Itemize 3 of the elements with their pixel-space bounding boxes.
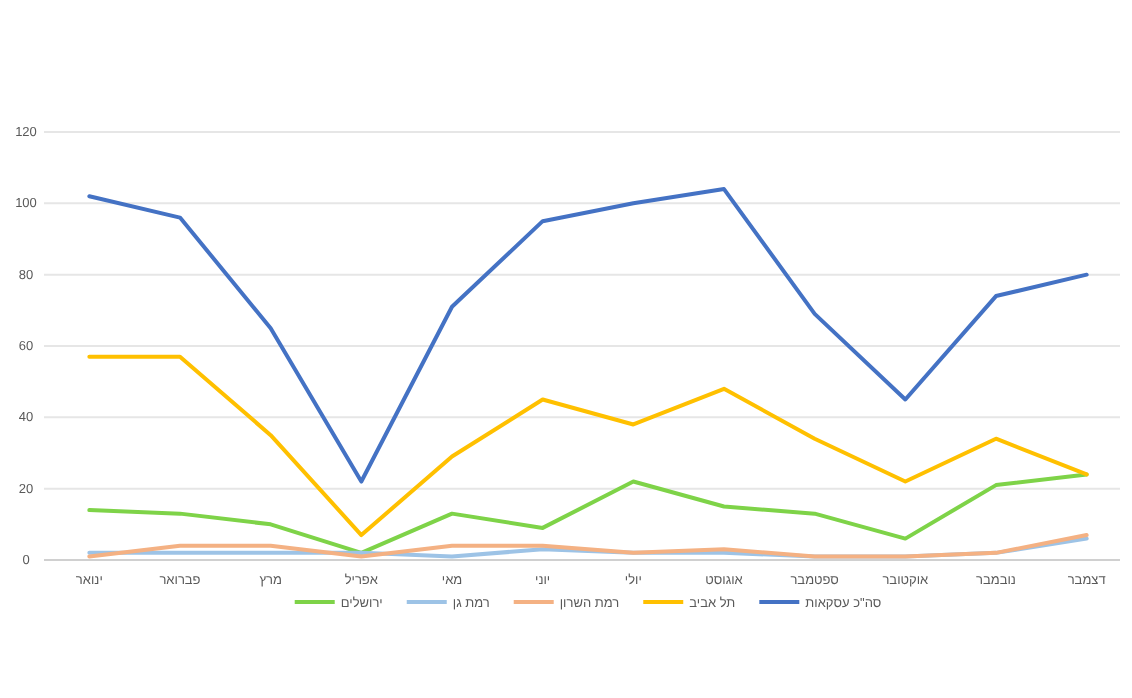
line-series [87, 472, 1089, 555]
line-series [87, 354, 1089, 538]
line-series [87, 187, 1089, 484]
